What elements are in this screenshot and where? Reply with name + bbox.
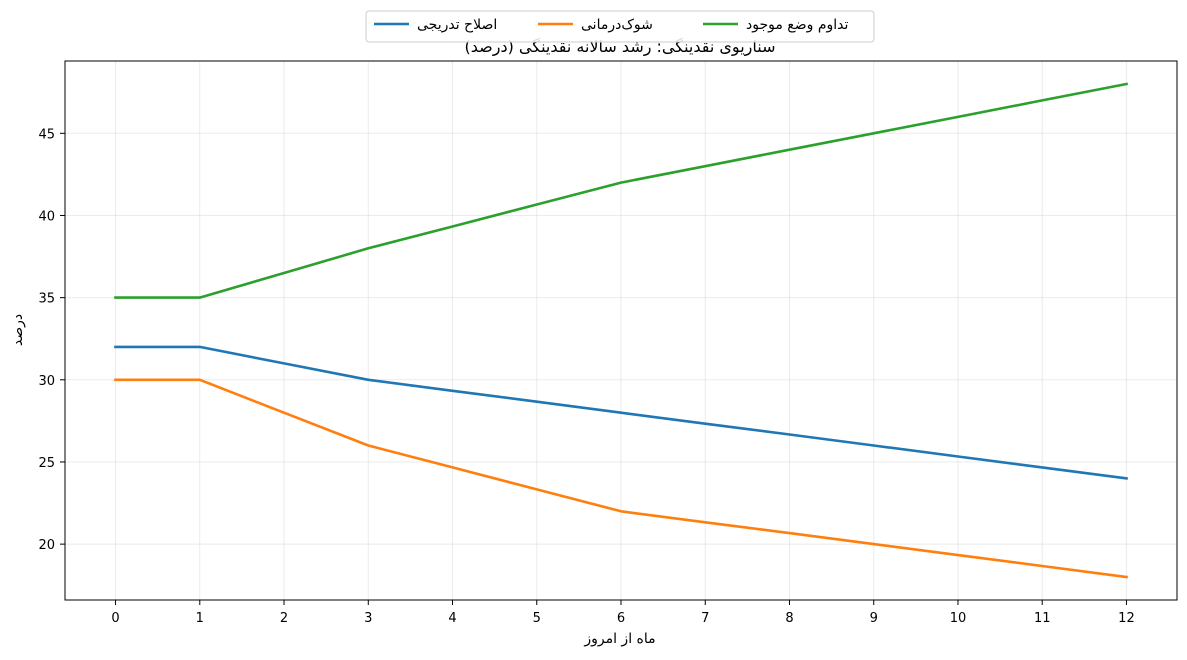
legend-label-2: تداوم وضع موجود [746, 17, 849, 33]
x-tick-label: 8 [785, 611, 793, 626]
legend: اصلاح تدریجی شوک‌درمانی تداوم وضع موجود [365, 10, 875, 43]
grid [65, 61, 1177, 600]
y-tick-label: 45 [38, 127, 55, 142]
x-tick-label: 1 [196, 611, 204, 626]
series-lines [114, 82, 1129, 579]
y-tick-label: 30 [38, 374, 55, 389]
y-tick-label: 25 [38, 456, 55, 471]
x-tick-label: 3 [364, 611, 372, 626]
series-line-1 [114, 378, 1128, 579]
legend-label-1: شوک‌درمانی [581, 17, 653, 33]
y-tick-label: 35 [38, 292, 55, 307]
x-axis-ticks: 0 1 2 3 4 5 6 7 8 9 10 11 12 [111, 600, 1135, 626]
series-line-2 [114, 82, 1129, 299]
y-axis-ticks: 20 25 30 35 40 45 [38, 127, 65, 553]
y-tick-label: 40 [38, 209, 55, 224]
x-tick-label: 7 [701, 611, 709, 626]
series-line-0 [114, 345, 1128, 480]
x-tick-label: 10 [950, 611, 967, 626]
x-tick-label: 6 [617, 611, 625, 626]
x-tick-label: 11 [1034, 611, 1051, 626]
y-tick-label: 20 [38, 538, 55, 553]
y-axis-label: درصد [10, 314, 26, 346]
legend-box [365, 10, 875, 43]
x-tick-label: 2 [280, 611, 288, 626]
x-axis-label: ماه از امروز [583, 631, 655, 647]
x-tick-label: 9 [870, 611, 878, 626]
x-tick-label: 5 [533, 611, 541, 626]
x-tick-label: 0 [111, 611, 119, 626]
x-tick-label: 4 [448, 611, 456, 626]
legend-label-0: اصلاح تدریجی [417, 17, 497, 33]
x-tick-label: 12 [1118, 611, 1135, 626]
